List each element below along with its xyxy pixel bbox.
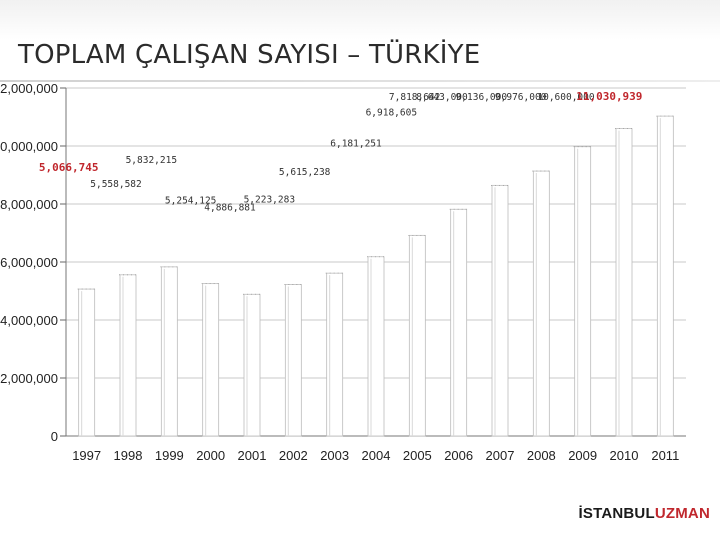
x-tick-label: 2006 [444, 448, 473, 463]
x-tick-label: 2001 [238, 448, 267, 463]
bar-2004 [368, 257, 384, 436]
x-tick-label: 2008 [527, 448, 556, 463]
data-label-2004: 6,181,251 [330, 139, 382, 150]
x-tick-label: 1997 [72, 448, 101, 463]
bar-2007 [492, 185, 508, 436]
bar-2001 [244, 294, 260, 436]
bar-2005 [409, 235, 425, 436]
x-tick-label: 2002 [279, 448, 308, 463]
y-tick-label: 6,000,000 [0, 255, 58, 270]
bar-2010 [616, 129, 632, 436]
bar-2003 [327, 273, 343, 436]
bar-2008 [533, 171, 549, 436]
y-tick-label: 8,000,000 [0, 197, 58, 212]
x-tick-label: 2010 [610, 448, 639, 463]
bar-1998 [120, 275, 136, 436]
x-tick-label: 2005 [403, 448, 432, 463]
data-label-2003: 5,615,238 [279, 167, 331, 178]
data-label-2002: 5,223,283 [244, 195, 295, 206]
x-tick-label: 2007 [486, 448, 515, 463]
data-label-1998: 5,558,582 [90, 179, 141, 190]
logo-part-2: UZMAN [655, 505, 710, 522]
bar-1997 [79, 289, 95, 436]
data-label-1997: 5,066,745 [39, 161, 99, 174]
x-tick-label: 2003 [320, 448, 349, 463]
data-label-2011: 11,030,939 [576, 90, 642, 103]
y-tick-label: 0 [51, 429, 58, 444]
y-tick-label: 12,000,000 [0, 81, 58, 96]
x-tick-label: 1998 [114, 448, 143, 463]
y-tick-label: 4,000,000 [0, 313, 58, 328]
x-tick-label: 2004 [362, 448, 391, 463]
bar-2000 [203, 284, 219, 436]
brand-logo: İSTANBULUZMAN [579, 505, 710, 522]
bar-2009 [575, 147, 591, 436]
bar-2006 [451, 209, 467, 436]
y-tick-label: 2,000,000 [0, 371, 58, 386]
data-label-1999: 5,832,215 [126, 155, 177, 166]
x-tick-label: 2009 [568, 448, 597, 463]
x-tick-label: 2000 [196, 448, 225, 463]
x-tick-label: 1999 [155, 448, 184, 463]
x-tick-label: 2011 [651, 448, 679, 463]
bar-2002 [285, 285, 301, 436]
bar-1999 [161, 267, 177, 436]
y-tick-label: 10,000,000 [0, 139, 58, 154]
bar-2011 [657, 116, 673, 436]
data-label-2005: 6,918,605 [366, 107, 417, 118]
logo-part-1: İSTANBUL [579, 505, 655, 522]
